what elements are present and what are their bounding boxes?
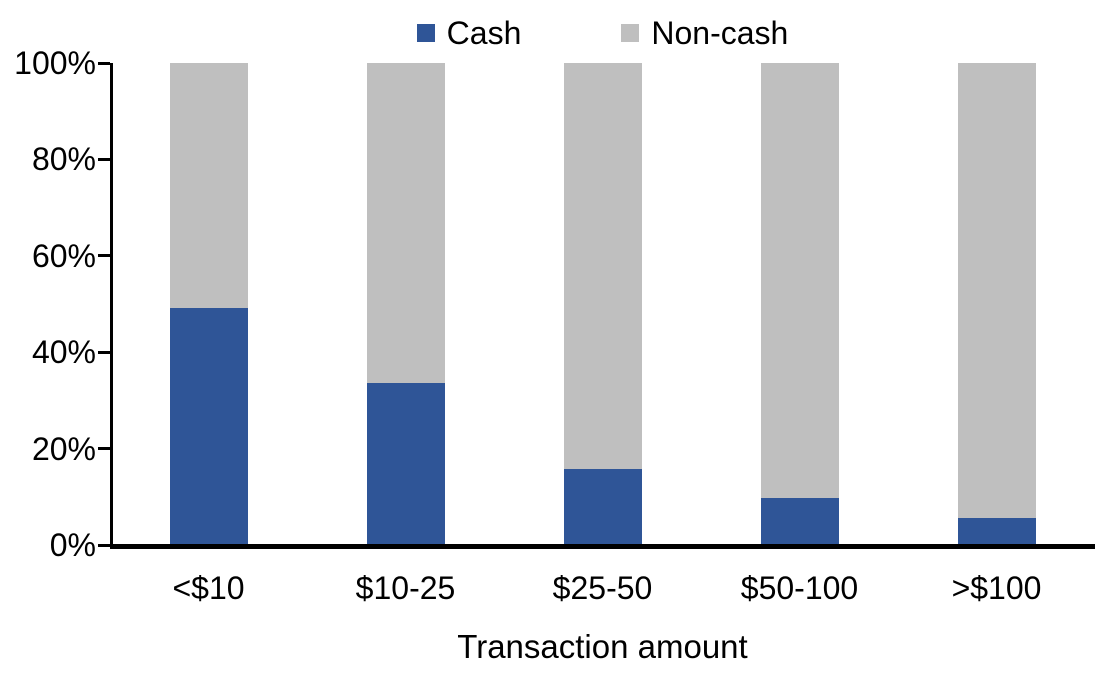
x-axis-title: Transaction amount: [457, 628, 748, 665]
y-axis-tick-label: 0%: [49, 527, 96, 563]
x-axis-category-label: $10-25: [355, 570, 456, 606]
y-axis-tick: [98, 61, 110, 65]
y-axis-tick: [98, 447, 110, 451]
legend-label-cash: Cash: [446, 15, 522, 51]
x-axis-category-label: >$100: [951, 570, 1042, 606]
stacked-bar-10-25: [366, 63, 445, 544]
y-axis-tick: [98, 350, 110, 354]
chart-legend: Cash Non-cash: [110, 14, 1095, 52]
legend-item-non-cash: Non-cash: [621, 15, 788, 51]
bar-segment-non-cash: [957, 63, 1036, 518]
x-axis-category-label: $25-50: [552, 570, 653, 606]
y-axis-tick-label: 100%: [14, 45, 96, 81]
bar-segment-non-cash: [563, 63, 642, 470]
legend-item-cash: Cash: [416, 15, 522, 51]
y-axis-tick: [98, 254, 110, 258]
y-axis-tick-label: 80%: [31, 141, 96, 178]
y-axis-tick-label: 20%: [31, 430, 96, 467]
x-axis-category-label: <$10: [172, 570, 245, 606]
plot-area: [98, 61, 1095, 549]
legend-swatch-non-cash: [621, 24, 640, 42]
stacked-bar-50-100: [760, 63, 839, 544]
legend-swatch-cash: [416, 24, 435, 42]
stacked-bar-10: [169, 63, 248, 544]
stacked-bar-25-50: [563, 63, 642, 544]
legend-label-non-cash: Non-cash: [651, 15, 789, 51]
y-axis-tick-label: 60%: [31, 237, 96, 274]
y-axis-tick-label: 40%: [31, 334, 96, 371]
bar-segment-non-cash: [760, 63, 839, 499]
bar-segment-cash: [563, 469, 642, 544]
x-axis-category-label: $50-100: [740, 570, 859, 606]
bar-segment-non-cash: [366, 63, 445, 383]
y-axis-line: [110, 63, 113, 545]
bar-segment-cash: [957, 517, 1036, 544]
x-axis-line: [110, 544, 1095, 549]
y-axis-tick: [98, 157, 110, 161]
bar-segment-cash: [760, 498, 839, 544]
bar-segment-cash: [366, 382, 445, 544]
bar-segment-non-cash: [169, 63, 248, 309]
bar-segment-cash: [169, 308, 248, 544]
y-axis-tick: [98, 543, 110, 547]
stacked-bar-100: [957, 63, 1036, 544]
